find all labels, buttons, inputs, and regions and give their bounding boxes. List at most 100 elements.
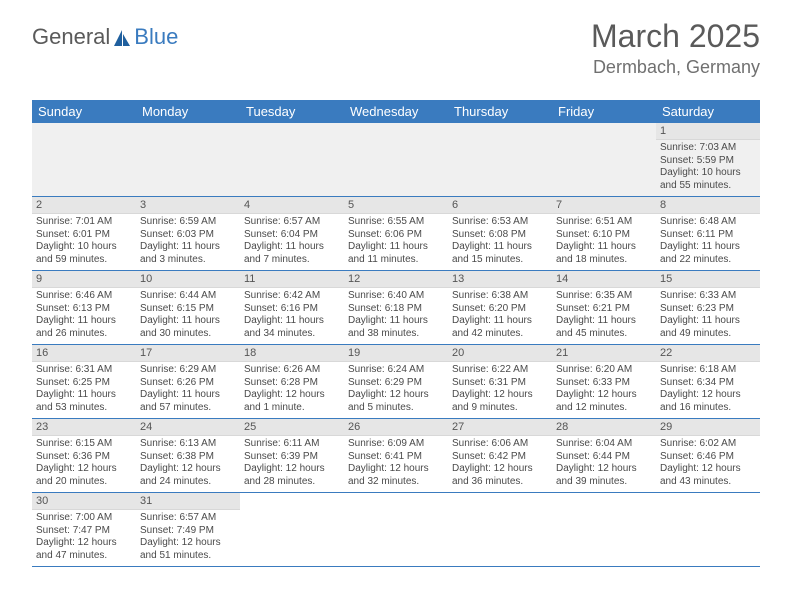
calendar-cell: 7Sunrise: 6:51 AMSunset: 6:10 PMDaylight… <box>552 197 656 271</box>
sunrise-line: Sunrise: 6:31 AM <box>36 364 132 377</box>
daylight-line: Daylight: 12 hours and 39 minutes. <box>556 463 652 488</box>
calendar-cell: 5Sunrise: 6:55 AMSunset: 6:06 PMDaylight… <box>344 197 448 271</box>
day-number: 23 <box>32 419 136 436</box>
sunrise-line: Sunrise: 6:51 AM <box>556 216 652 229</box>
day-number: 13 <box>448 271 552 288</box>
day-number: 31 <box>136 493 240 510</box>
weekday-wed: Wednesday <box>344 100 448 123</box>
sunset-line: Sunset: 6:31 PM <box>452 377 548 390</box>
sunrise-line: Sunrise: 6:02 AM <box>660 438 756 451</box>
calendar-cell: 3Sunrise: 6:59 AMSunset: 6:03 PMDaylight… <box>136 197 240 271</box>
day-detail: Sunrise: 6:35 AMSunset: 6:21 PMDaylight:… <box>552 288 656 344</box>
sunset-line: Sunset: 6:28 PM <box>244 377 340 390</box>
daylight-line: Daylight: 12 hours and 43 minutes. <box>660 463 756 488</box>
daylight-line: Daylight: 12 hours and 47 minutes. <box>36 537 132 562</box>
sunset-line: Sunset: 6:26 PM <box>140 377 236 390</box>
day-detail: Sunrise: 6:46 AMSunset: 6:13 PMDaylight:… <box>32 288 136 344</box>
day-detail: Sunrise: 6:18 AMSunset: 6:34 PMDaylight:… <box>656 362 760 418</box>
calendar-cell: 29Sunrise: 6:02 AMSunset: 6:46 PMDayligh… <box>656 419 760 493</box>
day-number: 24 <box>136 419 240 436</box>
sunrise-line: Sunrise: 7:03 AM <box>660 142 756 155</box>
calendar-row: 2Sunrise: 7:01 AMSunset: 6:01 PMDaylight… <box>32 197 760 271</box>
sunrise-line: Sunrise: 6:57 AM <box>244 216 340 229</box>
daylight-line: Daylight: 12 hours and 36 minutes. <box>452 463 548 488</box>
day-number: 5 <box>344 197 448 214</box>
daylight-line: Daylight: 11 hours and 42 minutes. <box>452 315 548 340</box>
sunset-line: Sunset: 6:03 PM <box>140 229 236 242</box>
day-number: 22 <box>656 345 760 362</box>
weekday-sun: Sunday <box>32 100 136 123</box>
sunset-line: Sunset: 6:34 PM <box>660 377 756 390</box>
calendar-cell <box>32 123 136 197</box>
calendar-cell: 21Sunrise: 6:20 AMSunset: 6:33 PMDayligh… <box>552 345 656 419</box>
day-number: 16 <box>32 345 136 362</box>
day-number: 26 <box>344 419 448 436</box>
sunrise-line: Sunrise: 6:11 AM <box>244 438 340 451</box>
calendar-row: 1Sunrise: 7:03 AMSunset: 5:59 PMDaylight… <box>32 123 760 197</box>
day-number: 20 <box>448 345 552 362</box>
daylight-line: Daylight: 11 hours and 26 minutes. <box>36 315 132 340</box>
sunset-line: Sunset: 6:44 PM <box>556 451 652 464</box>
calendar-cell: 27Sunrise: 6:06 AMSunset: 6:42 PMDayligh… <box>448 419 552 493</box>
logo: General Blue <box>32 24 178 50</box>
calendar-cell: 30Sunrise: 7:00 AMSunset: 7:47 PMDayligh… <box>32 493 136 567</box>
day-number: 12 <box>344 271 448 288</box>
calendar-cell <box>448 123 552 197</box>
calendar-cell <box>240 493 344 567</box>
sunset-line: Sunset: 6:23 PM <box>660 303 756 316</box>
calendar-cell <box>552 493 656 567</box>
logo-text-general: General <box>32 24 110 50</box>
day-detail: Sunrise: 6:59 AMSunset: 6:03 PMDaylight:… <box>136 214 240 270</box>
daylight-line: Daylight: 12 hours and 1 minute. <box>244 389 340 414</box>
sunrise-line: Sunrise: 7:00 AM <box>36 512 132 525</box>
day-detail: Sunrise: 6:26 AMSunset: 6:28 PMDaylight:… <box>240 362 344 418</box>
weekday-mon: Monday <box>136 100 240 123</box>
day-detail: Sunrise: 6:51 AMSunset: 6:10 PMDaylight:… <box>552 214 656 270</box>
daylight-line: Daylight: 11 hours and 22 minutes. <box>660 241 756 266</box>
sunset-line: Sunset: 6:46 PM <box>660 451 756 464</box>
daylight-line: Daylight: 12 hours and 20 minutes. <box>36 463 132 488</box>
sunset-line: Sunset: 6:38 PM <box>140 451 236 464</box>
calendar-cell: 25Sunrise: 6:11 AMSunset: 6:39 PMDayligh… <box>240 419 344 493</box>
sunrise-line: Sunrise: 6:42 AM <box>244 290 340 303</box>
day-number: 3 <box>136 197 240 214</box>
day-detail: Sunrise: 7:01 AMSunset: 6:01 PMDaylight:… <box>32 214 136 270</box>
day-number: 30 <box>32 493 136 510</box>
day-detail: Sunrise: 6:15 AMSunset: 6:36 PMDaylight:… <box>32 436 136 492</box>
weekday-fri: Friday <box>552 100 656 123</box>
day-number: 21 <box>552 345 656 362</box>
daylight-line: Daylight: 11 hours and 45 minutes. <box>556 315 652 340</box>
daylight-line: Daylight: 12 hours and 32 minutes. <box>348 463 444 488</box>
day-number: 17 <box>136 345 240 362</box>
daylight-line: Daylight: 10 hours and 59 minutes. <box>36 241 132 266</box>
calendar-cell: 19Sunrise: 6:24 AMSunset: 6:29 PMDayligh… <box>344 345 448 419</box>
sunrise-line: Sunrise: 6:46 AM <box>36 290 132 303</box>
sunrise-line: Sunrise: 6:38 AM <box>452 290 548 303</box>
calendar-cell: 31Sunrise: 6:57 AMSunset: 7:49 PMDayligh… <box>136 493 240 567</box>
calendar-cell: 24Sunrise: 6:13 AMSunset: 6:38 PMDayligh… <box>136 419 240 493</box>
calendar-row: 23Sunrise: 6:15 AMSunset: 6:36 PMDayligh… <box>32 419 760 493</box>
sunrise-line: Sunrise: 6:26 AM <box>244 364 340 377</box>
day-detail: Sunrise: 6:42 AMSunset: 6:16 PMDaylight:… <box>240 288 344 344</box>
daylight-line: Daylight: 11 hours and 3 minutes. <box>140 241 236 266</box>
sunrise-line: Sunrise: 6:09 AM <box>348 438 444 451</box>
sunrise-line: Sunrise: 6:06 AM <box>452 438 548 451</box>
weekday-sat: Saturday <box>656 100 760 123</box>
day-detail: Sunrise: 6:55 AMSunset: 6:06 PMDaylight:… <box>344 214 448 270</box>
sunset-line: Sunset: 6:06 PM <box>348 229 444 242</box>
calendar-cell <box>656 493 760 567</box>
day-detail: Sunrise: 6:13 AMSunset: 6:38 PMDaylight:… <box>136 436 240 492</box>
calendar-cell: 6Sunrise: 6:53 AMSunset: 6:08 PMDaylight… <box>448 197 552 271</box>
sunrise-line: Sunrise: 6:53 AM <box>452 216 548 229</box>
calendar-cell: 26Sunrise: 6:09 AMSunset: 6:41 PMDayligh… <box>344 419 448 493</box>
sunset-line: Sunset: 5:59 PM <box>660 155 756 168</box>
logo-sail-icon <box>112 30 132 50</box>
sunset-line: Sunset: 6:25 PM <box>36 377 132 390</box>
day-number: 18 <box>240 345 344 362</box>
day-detail: Sunrise: 6:04 AMSunset: 6:44 PMDaylight:… <box>552 436 656 492</box>
sunrise-line: Sunrise: 6:13 AM <box>140 438 236 451</box>
calendar-cell: 20Sunrise: 6:22 AMSunset: 6:31 PMDayligh… <box>448 345 552 419</box>
calendar-cell <box>240 123 344 197</box>
sunset-line: Sunset: 6:36 PM <box>36 451 132 464</box>
sunset-line: Sunset: 6:04 PM <box>244 229 340 242</box>
